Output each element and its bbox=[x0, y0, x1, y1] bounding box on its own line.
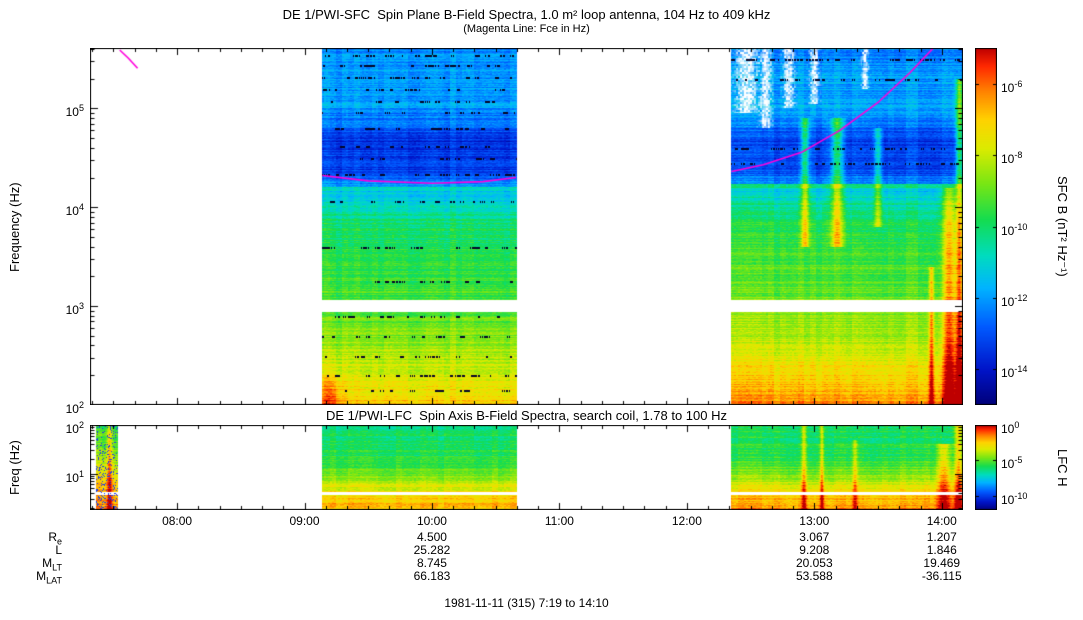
sfc-spectrogram-canvas bbox=[90, 48, 963, 405]
ephemeris-value: 19.469 bbox=[923, 556, 961, 570]
ephemeris-value: 1.846 bbox=[926, 543, 957, 557]
freq-tick-label: 102 bbox=[65, 400, 84, 416]
ephemeris-value: 66.183 bbox=[413, 569, 451, 583]
freq-tick-label: 104 bbox=[65, 202, 84, 219]
sfc-colorbar-label: SFC B (nT² Hz⁻¹) bbox=[1055, 176, 1070, 277]
ephemeris-value: 3.067 bbox=[799, 530, 830, 544]
time-tick-label: 13:00 bbox=[799, 514, 830, 528]
freq-tick-label: 101 bbox=[65, 468, 84, 485]
sfc-y-axis-label: Frequency (Hz) bbox=[6, 181, 22, 272]
lfc-colorbar-label: LFC H bbox=[1054, 448, 1070, 487]
ephemeris-value: 20.053 bbox=[795, 556, 833, 570]
ephemeris-row-label: MLT bbox=[42, 556, 62, 573]
colorbar-tick-label: 10-10 bbox=[1001, 490, 1028, 507]
time-tick-label: 10:00 bbox=[416, 514, 447, 528]
ephemeris-value: -36.115 bbox=[921, 569, 962, 583]
colorbar-tick-label: 10-8 bbox=[1001, 150, 1023, 167]
colorbar-tick-label: 10-6 bbox=[1001, 78, 1023, 95]
ephemeris-row-label: L bbox=[55, 543, 62, 557]
ephemeris-value: 8.745 bbox=[416, 556, 447, 570]
ephemeris-value: 53.588 bbox=[795, 569, 833, 583]
sfc-colorbar bbox=[975, 48, 997, 405]
ephemeris-row-label: MLAT bbox=[36, 569, 62, 586]
ephemeris-value: 9.208 bbox=[799, 543, 830, 557]
colorbar-tick-label: 10-10 bbox=[1001, 221, 1028, 238]
time-range-footer: 1981-11-11 (315) 7:19 to 14:10 bbox=[444, 596, 609, 610]
time-tick-label: 09:00 bbox=[289, 514, 320, 528]
time-tick-label: 14:00 bbox=[926, 514, 957, 528]
time-tick-label: 12:00 bbox=[671, 514, 702, 528]
lfc-spectrogram-canvas bbox=[90, 425, 963, 510]
colorbar-tick-label: 10-12 bbox=[1001, 292, 1028, 309]
lfc-colorbar bbox=[975, 425, 997, 510]
freq-tick-label: 103 bbox=[65, 301, 84, 318]
freq-tick-label: 105 bbox=[65, 103, 84, 120]
colorbar-tick-label: 100 bbox=[1001, 420, 1020, 436]
ephemeris-value: 1.207 bbox=[926, 530, 957, 544]
main-title: DE 1/PWI-SFC Spin Plane B-Field Spectra,… bbox=[282, 7, 771, 22]
colorbar-tick-label: 10-14 bbox=[1001, 364, 1028, 381]
freq-tick-label: 102 bbox=[65, 420, 84, 436]
ephemeris-value: 4.500 bbox=[416, 530, 447, 544]
time-tick-label: 08:00 bbox=[162, 514, 193, 528]
colorbar-tick-label: 10-5 bbox=[1001, 455, 1023, 472]
lfc-panel-title: DE 1/PWI-LFC Spin Axis B-Field Spectra, … bbox=[326, 408, 727, 423]
subtitle: (Magenta Line: Fce in Hz) bbox=[463, 23, 590, 35]
ephemeris-row-label: Re bbox=[48, 530, 62, 547]
time-tick-label: 11:00 bbox=[544, 514, 574, 528]
ephemeris-value: 25.282 bbox=[413, 543, 451, 557]
